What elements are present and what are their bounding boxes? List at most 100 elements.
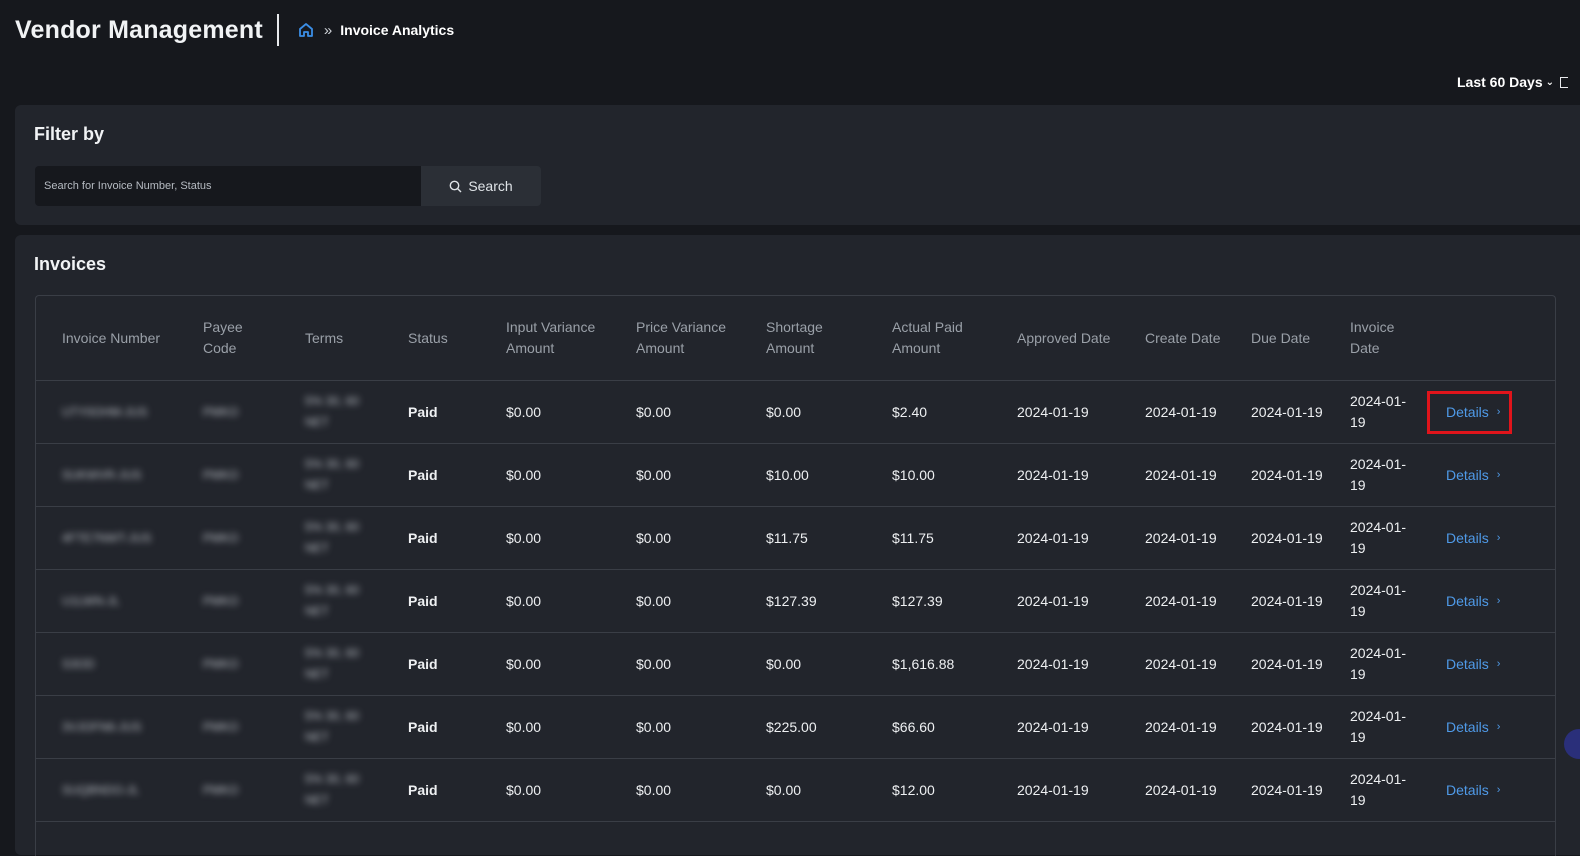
details-label: Details xyxy=(1446,529,1489,546)
details-link[interactable]: Details › xyxy=(1427,390,1513,434)
cell-approved-date: 2024-01-19 xyxy=(991,569,1119,633)
column-header-status: Status xyxy=(382,296,480,381)
date-range-label: Last 60 Days xyxy=(1457,74,1543,90)
cell-due-date: 2024-01-19 xyxy=(1225,443,1324,507)
cell-price-variance-amount: $0.00 xyxy=(610,569,740,633)
cell-payee-code: PMKO xyxy=(177,380,279,444)
invoices-table: Invoice Number Payee Code Terms Status Input… xyxy=(36,296,1555,822)
cell-due-date: 2024-01-19 xyxy=(1225,506,1324,570)
cell-create-date: 2024-01-19 xyxy=(1119,506,1225,570)
cell-invoice-number: S3OD xyxy=(36,632,177,696)
column-header-input-variance-amount: Input Variance Amount xyxy=(480,296,610,381)
table-body: UTY0OHM-JUS PMKO 5% 30, 60 NET Paid $0.00 $0.… xyxy=(36,380,1555,822)
home-icon[interactable] xyxy=(297,21,315,39)
cell-invoice-date: 2024-01-19 xyxy=(1324,443,1417,507)
header-divider xyxy=(276,14,279,46)
details-label: Details xyxy=(1446,466,1489,483)
cell-invoice-date: 2024-01-19 xyxy=(1324,380,1417,444)
cell-payee-code: PMKO xyxy=(177,443,279,507)
details-label: Details xyxy=(1446,718,1489,735)
cell-create-date: 2024-01-19 xyxy=(1119,632,1225,696)
cell-status: Paid xyxy=(382,632,480,696)
invoices-title: Invoices xyxy=(34,254,107,274)
cell-due-date: 2024-01-19 xyxy=(1225,569,1324,633)
cell-actions: Details › xyxy=(1417,632,1555,696)
column-header-shortage-amount: Shortage Amount xyxy=(740,296,866,381)
column-header-terms: Terms xyxy=(279,296,382,381)
cell-price-variance-amount: $0.00 xyxy=(610,443,740,507)
cell-actual-paid-amount: $11.75 xyxy=(866,506,991,570)
cell-terms: 5% 30, 60 NET xyxy=(279,506,382,570)
cell-invoice-number: SUKWVR-JUS xyxy=(36,443,177,507)
details-link[interactable]: Details › xyxy=(1427,643,1512,686)
calendar-icon[interactable] xyxy=(1560,76,1568,88)
details-link[interactable]: Details › xyxy=(1427,706,1512,749)
cell-approved-date: 2024-01-19 xyxy=(991,632,1119,696)
cell-actions: Details › xyxy=(1417,569,1555,633)
search-input[interactable] xyxy=(35,166,421,206)
cell-terms: 5% 30, 60 NET xyxy=(279,569,382,633)
cell-due-date: 2024-01-19 xyxy=(1225,695,1324,759)
cell-actual-paid-amount: $12.00 xyxy=(866,758,991,822)
cell-shortage-amount: $0.00 xyxy=(740,632,866,696)
column-header-actions xyxy=(1417,296,1555,381)
details-label: Details xyxy=(1446,592,1489,609)
cell-invoice-number: 3VJOFN6-JUS xyxy=(36,695,177,759)
cell-create-date: 2024-01-19 xyxy=(1119,380,1225,444)
details-link[interactable]: Details › xyxy=(1427,454,1512,497)
invoices-card: Invoices Invoice Number Payee Code Terms St… xyxy=(15,235,1580,856)
details-link[interactable]: Details › xyxy=(1427,517,1512,560)
cell-shortage-amount: $11.75 xyxy=(740,506,866,570)
cell-invoice-date: 2024-01-19 xyxy=(1324,632,1417,696)
cell-shortage-amount: $10.00 xyxy=(740,443,866,507)
app-title: Vendor Management xyxy=(15,15,263,44)
cell-status: Paid xyxy=(382,443,480,507)
details-label: Details xyxy=(1446,655,1489,672)
cell-actions: Details › xyxy=(1417,695,1555,759)
column-header-invoice-number: Invoice Number xyxy=(36,296,177,381)
cell-due-date: 2024-01-19 xyxy=(1225,758,1324,822)
table-row: S3OD PMKO 5% 30, 60 NET Paid $0.00 $0.00 $0.00… xyxy=(36,632,1555,696)
cell-status: Paid xyxy=(382,380,480,444)
cell-actions: Details › xyxy=(1417,506,1555,570)
details-link[interactable]: Details › xyxy=(1427,769,1512,812)
cell-status: Paid xyxy=(382,758,480,822)
cell-actual-paid-amount: $10.00 xyxy=(866,443,991,507)
floating-action-dot[interactable] xyxy=(1564,729,1580,759)
cell-terms: 5% 30, 60 NET xyxy=(279,758,382,822)
cell-invoice-date: 2024-01-19 xyxy=(1324,695,1417,759)
cell-approved-date: 2024-01-19 xyxy=(991,758,1119,822)
cell-shortage-amount: $0.00 xyxy=(740,380,866,444)
details-label: Details xyxy=(1446,781,1489,798)
filter-title: Filter by xyxy=(34,124,105,144)
cell-invoice-number: SUQBNDO-JL xyxy=(36,758,177,822)
breadcrumb-current: Invoice Analytics xyxy=(340,22,455,38)
cell-shortage-amount: $225.00 xyxy=(740,695,866,759)
cell-price-variance-amount: $0.00 xyxy=(610,695,740,759)
chevron-right-icon: › xyxy=(1496,468,1501,481)
cell-price-variance-amount: $0.00 xyxy=(610,506,740,570)
chevron-right-icon: › xyxy=(1496,405,1501,418)
cell-payee-code: PMKO xyxy=(177,569,279,633)
cell-invoice-date: 2024-01-19 xyxy=(1324,758,1417,822)
chevron-right-icon: › xyxy=(1496,594,1501,607)
cell-input-variance-amount: $0.00 xyxy=(480,695,610,759)
column-header-invoice-date: Invoice Date xyxy=(1324,296,1417,381)
cell-approved-date: 2024-01-19 xyxy=(991,443,1119,507)
cell-approved-date: 2024-01-19 xyxy=(991,695,1119,759)
search-button[interactable]: Search xyxy=(421,166,541,206)
details-link[interactable]: Details › xyxy=(1427,580,1512,623)
table-row: 3VJOFN6-JUS PMKO 5% 30, 60 NET Paid $0.00 $0.… xyxy=(36,695,1555,759)
cell-create-date: 2024-01-19 xyxy=(1119,758,1225,822)
date-range-selector[interactable]: Last 60 Days ⌄ xyxy=(1457,74,1568,90)
cell-create-date: 2024-01-19 xyxy=(1119,569,1225,633)
cell-due-date: 2024-01-19 xyxy=(1225,380,1324,444)
cell-price-variance-amount: $0.00 xyxy=(610,758,740,822)
cell-actual-paid-amount: $66.60 xyxy=(866,695,991,759)
table-row: 4FTE7NWT-JUS PMKO 5% 30, 60 NET Paid $0.00 $0… xyxy=(36,506,1555,570)
column-header-create-date: Create Date xyxy=(1119,296,1225,381)
cell-payee-code: PMKO xyxy=(177,695,279,759)
cell-status: Paid xyxy=(382,569,480,633)
breadcrumb-separator: » xyxy=(323,21,333,39)
cell-input-variance-amount: $0.00 xyxy=(480,443,610,507)
